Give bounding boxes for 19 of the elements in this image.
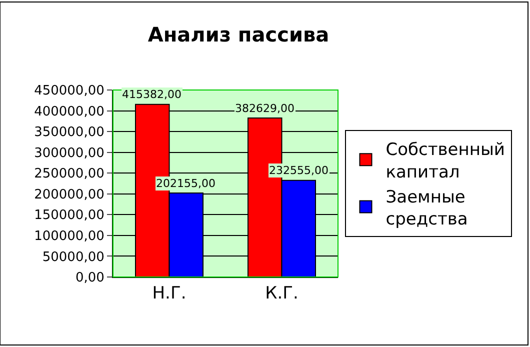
- chart-title: Анализ пассива: [148, 22, 330, 47]
- y-tick-label: 0,00: [75, 270, 104, 286]
- legend-label: Заемные средства: [386, 187, 468, 230]
- y-tick-label: 450000,00: [34, 84, 104, 99]
- y-tick-label: 300000,00: [34, 146, 104, 161]
- y-tick-label: 350000,00: [34, 125, 104, 140]
- data-label: 382629,00: [235, 102, 294, 115]
- data-label: 232555,00: [269, 164, 328, 177]
- data-label: 415382,00: [122, 88, 182, 101]
- legend-label: Собственный капитал: [386, 140, 505, 182]
- x-tick-label: Н.Г.: [152, 283, 186, 304]
- y-tick-label: 400000,00: [34, 104, 104, 120]
- x-tick-label: К.Г.: [265, 283, 298, 304]
- y-tick-label: 150000,00: [34, 208, 104, 224]
- y-tick-label: 50000,00: [42, 250, 104, 265]
- data-label: 202155,00: [156, 177, 216, 190]
- y-tick-label: 250000,00: [34, 166, 104, 182]
- y-tick-label: 100000,00: [34, 228, 104, 244]
- y-tick-label: 200000,00: [34, 187, 104, 202]
